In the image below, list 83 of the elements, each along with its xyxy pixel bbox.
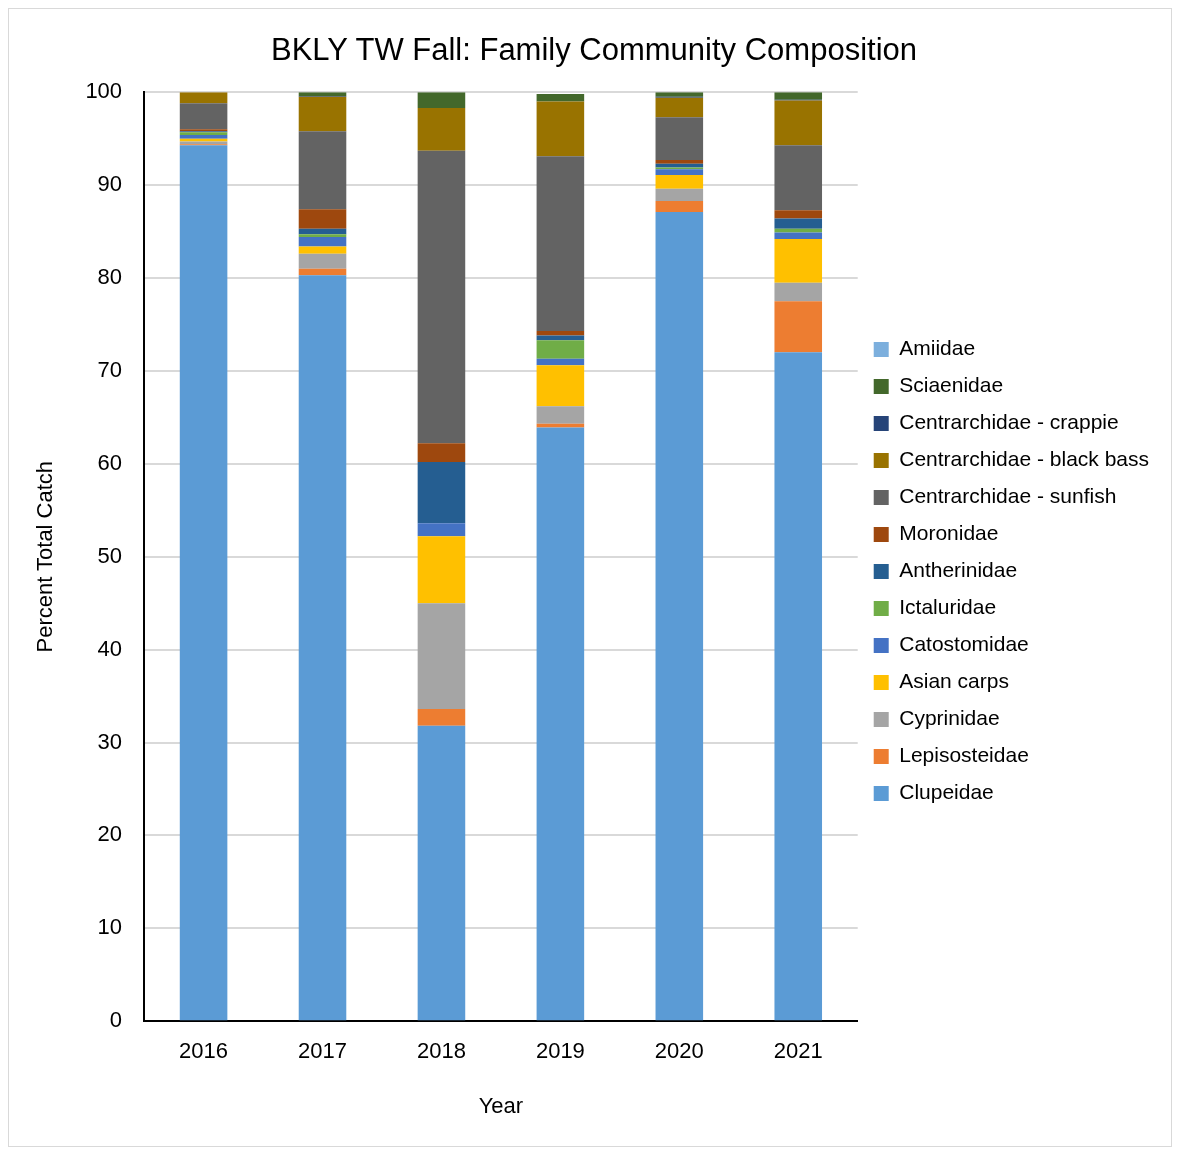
x-tick-label: 2016 <box>179 1038 229 1064</box>
y-tick-label: 30 <box>97 728 123 754</box>
y-tick-label: 20 <box>97 821 123 847</box>
x-tick-label: 2019 <box>535 1038 585 1064</box>
bar <box>655 97 704 118</box>
y-tick-label: 80 <box>97 264 123 290</box>
bar <box>298 253 347 269</box>
legend-label: Asian carps <box>899 669 1009 693</box>
bar <box>298 237 347 247</box>
legend-label: Antherinidae <box>899 558 1018 582</box>
bar <box>774 232 823 239</box>
bar <box>417 709 466 726</box>
bar <box>655 117 704 161</box>
bar <box>536 365 585 407</box>
bar <box>536 330 585 336</box>
bar <box>655 188 704 201</box>
y-tick-label: 90 <box>97 171 123 197</box>
bar <box>536 94 585 102</box>
legend-label: Lepisosteidae <box>899 743 1029 767</box>
y-tick-label: 50 <box>97 542 123 568</box>
legend-label: Cyprinidae <box>899 706 1000 730</box>
bar <box>298 209 347 229</box>
bar <box>179 134 228 139</box>
y-axis-title: Percent Total Catch <box>32 460 58 653</box>
y-tick-label: 40 <box>97 635 123 661</box>
bar <box>298 246 347 254</box>
bar <box>417 603 466 710</box>
legend-label: Centrarchidae - sunfish <box>899 484 1117 508</box>
bar <box>655 169 704 175</box>
bar <box>298 96 347 132</box>
x-tick-label: 2020 <box>654 1038 704 1064</box>
chart-title: BKLY TW Fall: Family Community Composition <box>270 32 918 68</box>
x-axis-title: Year <box>478 1092 524 1118</box>
bar <box>536 101 585 157</box>
legend-label: Amiidae <box>899 336 976 360</box>
bar <box>536 156 585 331</box>
bar <box>417 725 466 1021</box>
y-tick-label: 100 <box>85 78 123 104</box>
bar <box>774 301 823 353</box>
y-tick-label: 10 <box>97 914 123 940</box>
legend-label: Clupeidae <box>899 780 994 804</box>
bar <box>417 461 466 524</box>
bar <box>655 174 704 189</box>
bar <box>536 358 585 366</box>
bar <box>774 282 823 302</box>
bar <box>536 423 585 428</box>
bar <box>417 523 466 537</box>
bar <box>417 92 466 108</box>
bar <box>179 145 228 1021</box>
bar <box>417 536 466 604</box>
bar <box>774 92 823 100</box>
bar <box>417 107 466 151</box>
bar <box>298 275 347 1021</box>
bar <box>655 212 704 1021</box>
bar <box>298 268 347 276</box>
bar <box>179 103 228 130</box>
legend-label: Sciaenidae <box>899 373 1004 397</box>
bar <box>774 352 823 1021</box>
y-tick-label: 0 <box>109 1007 123 1033</box>
bar <box>298 234 347 238</box>
bar <box>774 210 823 219</box>
bar <box>774 145 823 211</box>
bar <box>417 150 466 444</box>
x-tick-label: 2017 <box>298 1038 347 1064</box>
bar <box>536 340 585 359</box>
legend-label: Ictaluridae <box>899 595 997 619</box>
bar <box>655 200 704 213</box>
bar <box>417 443 466 462</box>
x-tick-label: 2018 <box>416 1038 466 1064</box>
bar <box>536 427 585 1021</box>
bar <box>655 160 704 164</box>
y-tick-label: 60 <box>97 449 123 475</box>
x-tick-label: 2021 <box>773 1038 823 1064</box>
bar <box>774 238 823 283</box>
legend-label: Centrarchidae - crappie <box>899 410 1119 434</box>
bar <box>298 131 347 210</box>
bar <box>536 406 585 424</box>
legend-label: Catostomidae <box>899 632 1029 656</box>
legend-label: Moronidae <box>899 521 999 545</box>
legend-label: Centrarchidae - black bass <box>899 447 1150 471</box>
y-tick-label: 70 <box>97 356 123 382</box>
bar <box>774 100 823 146</box>
bar <box>774 218 823 229</box>
